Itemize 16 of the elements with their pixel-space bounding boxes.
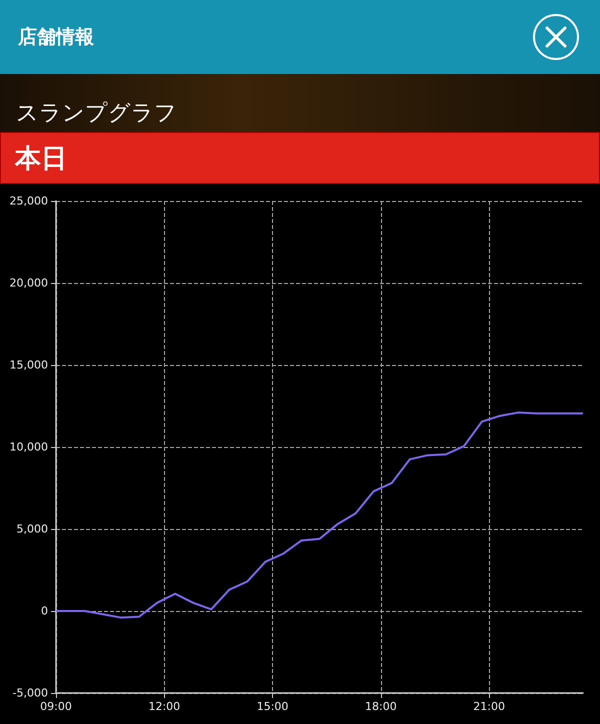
y-tick-label: 20,000 [10,276,48,290]
x-tick-label: 09:00 [40,700,72,713]
y-tick-label: 10,000 [10,440,48,454]
line-series [55,412,584,619]
chart-subtitle: 本日 [0,132,600,184]
text: 店舗情報 [18,25,95,50]
x-tick-label: 18:00 [365,700,397,713]
y-tick-label: -5,000 [12,686,48,700]
y-tick-label: 0 [41,604,48,618]
x-tick-label: 12:00 [148,700,180,713]
chart-title: スランプグラフ [0,74,600,132]
x-tick-label: 21:00 [473,700,505,713]
y-tick-label: 15,000 [10,358,48,372]
x-tick-label: 15:00 [256,700,288,713]
y-tick-label: 25,000 [10,194,48,208]
y-tick-label: 5,000 [16,522,48,536]
